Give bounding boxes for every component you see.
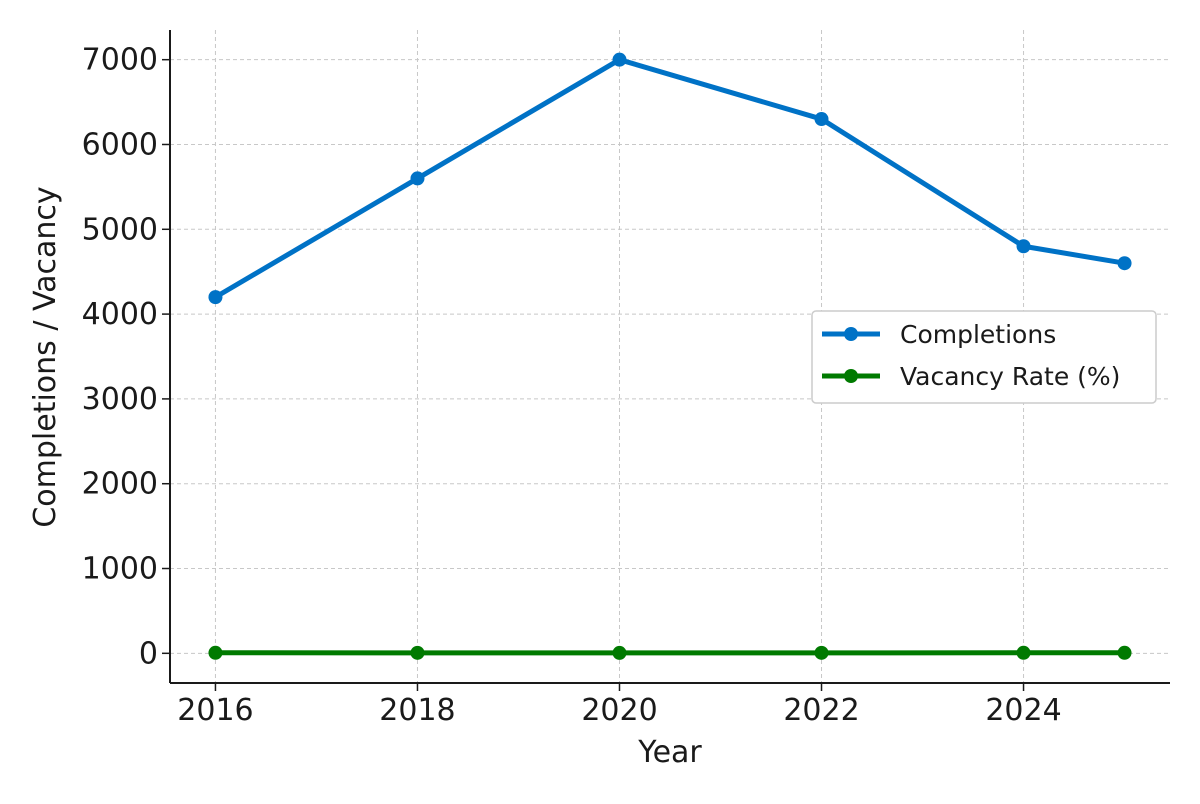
data-point-vacancy-rate (208, 646, 222, 660)
x-tick-label: 2018 (379, 693, 455, 728)
data-point-completions (1118, 256, 1132, 270)
data-point-completions (410, 171, 424, 185)
y-tick-label: 4000 (82, 297, 158, 332)
y-tick-label: 6000 (82, 127, 158, 162)
series-line-completions (215, 60, 1124, 297)
x-tick-label: 2022 (783, 693, 859, 728)
data-point-completions (208, 290, 222, 304)
legend-marker-completions (844, 327, 858, 341)
data-point-completions (815, 112, 829, 126)
legend-marker-vacancy-rate (844, 369, 858, 383)
data-point-vacancy-rate (815, 646, 829, 660)
data-point-vacancy-rate (1118, 646, 1132, 660)
data-point-completions (612, 53, 626, 67)
data-point-vacancy-rate (410, 646, 424, 660)
y-tick-label: 2000 (82, 467, 158, 502)
y-tick-label: 7000 (82, 43, 158, 78)
data-point-vacancy-rate (612, 646, 626, 660)
x-tick-label: 2016 (177, 693, 253, 728)
y-tick-label: 5000 (82, 212, 158, 247)
legend-label-completions: Completions (900, 320, 1056, 349)
legend: Completions Vacancy Rate (%) (812, 311, 1156, 403)
x-axis-label: Year (637, 735, 702, 770)
y-tick-label: 1000 (82, 552, 158, 587)
y-axis-label: Completions / Vacancy (28, 186, 63, 527)
x-tick-label: 2020 (581, 693, 657, 728)
x-tick-label: 2024 (985, 693, 1061, 728)
data-point-completions (1017, 239, 1031, 253)
data-point-vacancy-rate (1017, 646, 1031, 660)
legend-label-vacancy-rate: Vacancy Rate (%) (900, 362, 1120, 391)
y-tick-label: 0 (139, 636, 158, 671)
y-tick-label: 3000 (82, 382, 158, 417)
